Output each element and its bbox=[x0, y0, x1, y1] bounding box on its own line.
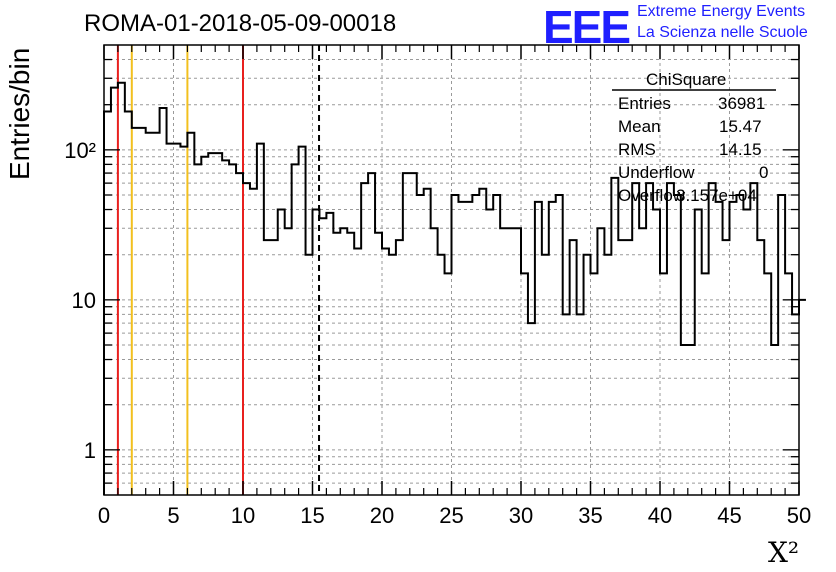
eee-logo: EEE bbox=[543, 1, 631, 53]
axis-ticks bbox=[103, 45, 800, 495]
stats-overflow-label: Overflow bbox=[618, 186, 686, 205]
x-tick-label: 40 bbox=[648, 503, 672, 528]
stats-entries-value: 36981 bbox=[718, 94, 766, 113]
x-tick-label: 30 bbox=[509, 503, 533, 528]
x-tick-label: 0 bbox=[98, 503, 110, 528]
stats-mean-label: Mean bbox=[618, 117, 661, 136]
x-tick-label: 50 bbox=[787, 503, 811, 528]
stats-mean-value: 15.47 bbox=[719, 117, 762, 136]
chart-title: ROMA-01-2018-05-09-00018 bbox=[84, 10, 397, 37]
y-tick-label: 10 bbox=[72, 288, 96, 313]
x-tick-label: 35 bbox=[578, 503, 602, 528]
y-tick-label: 1 bbox=[84, 438, 96, 463]
logo-line-1: Extreme Energy Events bbox=[637, 3, 806, 20]
stats-title: ChiSquare bbox=[646, 70, 727, 89]
x-tick-label: 20 bbox=[370, 503, 394, 528]
histogram-series bbox=[103, 81, 806, 495]
stats-entries-label: Entries bbox=[618, 94, 671, 113]
x-axis-label: X² bbox=[768, 536, 800, 569]
x-tick-label: 5 bbox=[167, 503, 179, 528]
grid-lines bbox=[104, 45, 799, 495]
stats-rms-value: 14.15 bbox=[719, 140, 762, 159]
x-tick-label: 10 bbox=[231, 503, 255, 528]
y-tick-label: 10² bbox=[64, 138, 96, 163]
stats-underflow-label: Underflow bbox=[618, 163, 695, 182]
x-tick-label: 45 bbox=[717, 503, 741, 528]
logo-line-2: La Scienza nelle Scuole bbox=[637, 24, 808, 41]
axis-tick-labels: 0 5 10 15 20 25 30 35 40 45 50 1 10 10² bbox=[64, 138, 811, 528]
stats-underflow-value: 0 bbox=[759, 163, 769, 182]
stats-rms-label: RMS bbox=[618, 140, 656, 159]
stats-overflow-value: 3.157e+04 bbox=[676, 186, 757, 205]
x-tick-label: 25 bbox=[439, 503, 463, 528]
x-tick-label: 15 bbox=[300, 503, 324, 528]
